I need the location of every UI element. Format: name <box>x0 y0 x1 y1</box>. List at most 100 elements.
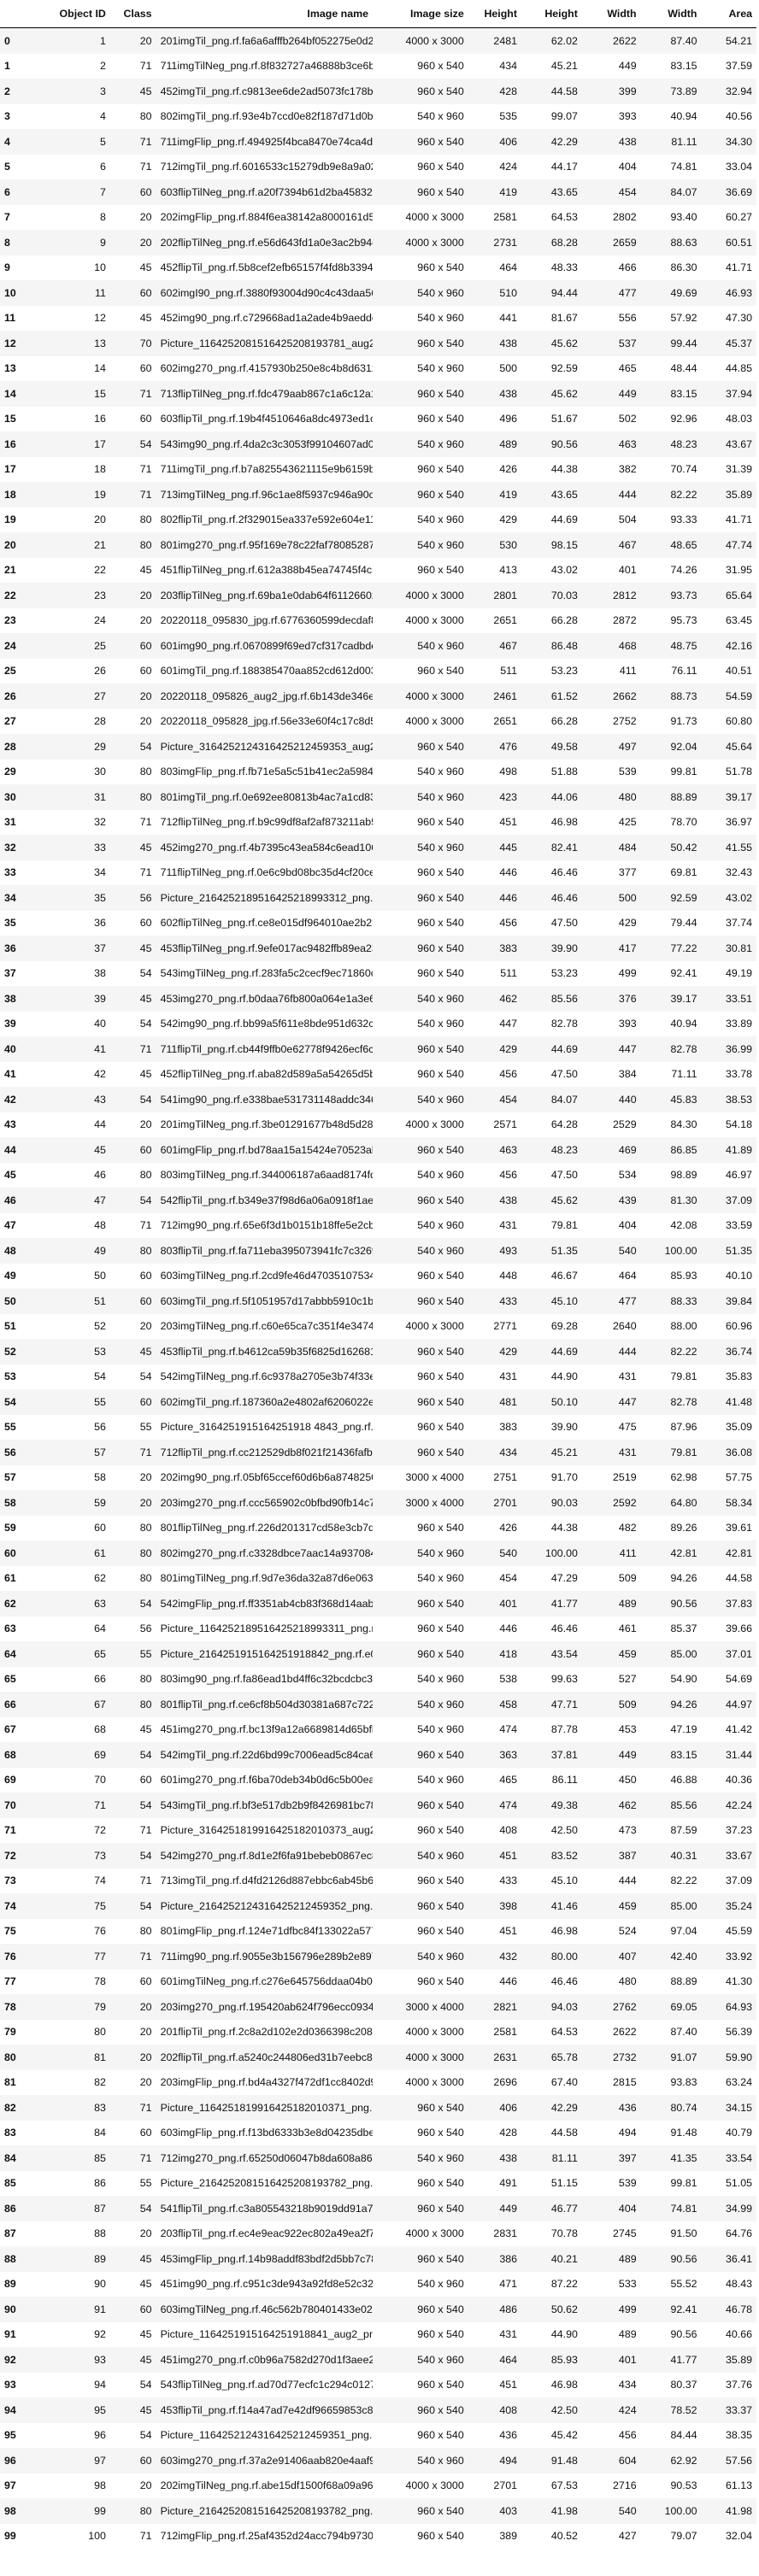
row-index: 71 <box>0 1817 44 1843</box>
image-name-cell: Picture_1164252189516425218993311_png.rf… <box>156 1616 374 1641</box>
area-cell: 48.43 <box>701 2271 756 2297</box>
image-name-cell: 711imgFlip_png.rf.494925f4bca8470e74ca4d… <box>156 129 374 155</box>
object-id-cell: 94 <box>44 2372 110 2397</box>
object-id-cell: 53 <box>44 1339 110 1364</box>
row-index: 24 <box>0 633 44 659</box>
height-cell: 408 <box>468 1817 521 1843</box>
image-size-cell: 960 x 540 <box>373 2246 468 2272</box>
image-name-cell: 452flipTil_png.rf.5b8cef2efb65157f4fd8b3… <box>156 255 374 280</box>
class-cell: 60 <box>109 1288 156 1314</box>
table-row: 11 12 45 452img90_png.rf.c729668ad1a2ade4b9… <box>0 305 756 331</box>
image-size-cell: 960 x 540 <box>373 1137 468 1163</box>
area-cell: 38.53 <box>701 1087 756 1112</box>
height-2-cell: 82.41 <box>521 835 582 860</box>
object-id-cell: 82 <box>44 2069 110 2095</box>
table-row: 2 3 45 452imgTil_png.rf.c9813ee6de2ad5073fc… <box>0 79 756 104</box>
row-index: 34 <box>0 885 44 911</box>
height-2-cell: 40.52 <box>521 2523 582 2549</box>
image-size-cell: 540 x 960 <box>373 507 468 532</box>
area-cell: 54.21 <box>701 27 756 54</box>
width-cell: 509 <box>581 1565 641 1591</box>
image-size-cell: 540 x 960 <box>373 1716 468 1742</box>
object-id-cell: 73 <box>44 1843 110 1869</box>
area-cell: 31.39 <box>701 456 756 482</box>
class-cell: 71 <box>109 1817 156 1843</box>
width-2-cell: 85.00 <box>640 1641 702 1667</box>
image-name-cell: 20220118_095826_aug2_jpg.rf.6b143de346ed… <box>156 684 374 709</box>
table-row: 67 68 45 451img270_png.rf.bc13f9a12a6689814… <box>0 1716 756 1742</box>
height-cell: 2696 <box>468 2069 521 2095</box>
row-index: 81 <box>0 2069 44 2095</box>
table-row: 0 1 20 201imgTil_png.rf.fa6a6afffb264bf0522… <box>0 27 756 54</box>
image-name-cell: 543imgTilNeg_png.rf.283fa5c2cecf9ec71860… <box>156 960 374 986</box>
class-cell: 54 <box>109 1364 156 1389</box>
class-cell: 80 <box>109 532 156 558</box>
width-2-cell: 78.52 <box>640 2397 702 2423</box>
row-index: 12 <box>0 331 44 356</box>
image-size-cell: 960 x 540 <box>373 381 468 407</box>
column-header-index <box>0 0 44 28</box>
row-index: 83 <box>0 2120 44 2145</box>
area-cell: 63.45 <box>701 607 756 633</box>
class-cell: 80 <box>109 784 156 810</box>
image-size-cell: 960 x 540 <box>373 860 468 885</box>
image-size-cell: 4000 x 3000 <box>373 684 468 709</box>
image-size-cell: 960 x 540 <box>373 2372 468 2397</box>
height-2-cell: 44.38 <box>521 456 582 482</box>
table-row: 7 8 20 202imgFlip_png.rf.884f6ea38142a80001… <box>0 204 756 230</box>
area-cell: 43.02 <box>701 885 756 911</box>
table-row: 75 76 80 801imgFlip_png.rf.124e71dfbc84f133… <box>0 1918 756 1944</box>
row-index: 28 <box>0 734 44 760</box>
column-header-height-2: Height <box>521 0 582 28</box>
class-cell: 20 <box>109 230 156 255</box>
area-cell: 37.23 <box>701 1817 756 1843</box>
object-id-cell: 28 <box>44 708 110 734</box>
width-2-cell: 55.52 <box>640 2271 702 2297</box>
row-index: 47 <box>0 1212 44 1238</box>
image-name-cell: 713flipTilNeg_png.rf.fdc479aab867c1a6c12… <box>156 381 374 407</box>
height-cell: 2571 <box>468 1112 521 1137</box>
width-2-cell: 39.17 <box>640 986 702 1012</box>
height-cell: 386 <box>468 2246 521 2272</box>
row-index: 90 <box>0 2297 44 2322</box>
row-index: 10 <box>0 280 44 306</box>
object-id-cell: 60 <box>44 1515 110 1540</box>
height-2-cell: 90.03 <box>521 1490 582 1516</box>
height-cell: 500 <box>468 355 521 381</box>
width-cell: 449 <box>581 1742 641 1768</box>
class-cell: 54 <box>109 1591 156 1617</box>
image-name-cell: 801imgTil_png.rf.0e692ee80813b4ac7a1cd83… <box>156 784 374 810</box>
row-index: 75 <box>0 1918 44 1944</box>
object-id-cell: 81 <box>44 2045 110 2070</box>
table-row: 50 51 60 603imgTil_png.rf.5f1051957d17abbb5… <box>0 1288 756 1314</box>
width-cell: 2640 <box>581 1313 641 1339</box>
table-row: 1 2 71 711imgTilNeg_png.rf.8f832727a46888b3… <box>0 53 756 79</box>
table-row: 86 87 54 541flipTil_png.rf.c3a805543218b901… <box>0 2196 756 2221</box>
object-id-cell: 30 <box>44 759 110 784</box>
width-cell: 465 <box>581 355 641 381</box>
class-cell: 60 <box>109 1389 156 1415</box>
area-cell: 45.64 <box>701 734 756 760</box>
height-2-cell: 83.52 <box>521 1843 582 1869</box>
image-name-cell: 542imgFlip_png.rf.ff3351ab4cb83f368d14aa… <box>156 1591 374 1617</box>
area-cell: 42.81 <box>701 1540 756 1566</box>
class-cell: 45 <box>109 1339 156 1364</box>
object-id-cell: 64 <box>44 1616 110 1641</box>
width-2-cell: 48.65 <box>640 532 702 558</box>
object-id-cell: 2 <box>44 53 110 79</box>
height-2-cell: 68.28 <box>521 230 582 255</box>
height-2-cell: 94.44 <box>521 280 582 306</box>
height-2-cell: 61.52 <box>521 684 582 709</box>
area-cell: 35.89 <box>701 482 756 508</box>
image-name-cell: 453img270_png.rf.b0daa76fb800a064e1a3e66… <box>156 986 374 1012</box>
class-cell: 54 <box>109 1843 156 1869</box>
area-cell: 60.51 <box>701 230 756 255</box>
height-2-cell: 40.21 <box>521 2246 582 2272</box>
object-id-cell: 49 <box>44 1238 110 1264</box>
class-cell: 54 <box>109 1742 156 1768</box>
image-name-cell: 202flipTil_png.rf.a5240c244806ed31b7eebc… <box>156 2045 374 2070</box>
image-name-cell: 203img270_png.rf.ccc565902c0bfbd90fb14c7… <box>156 1490 374 1516</box>
height-2-cell: 90.56 <box>521 431 582 457</box>
width-cell: 404 <box>581 1212 641 1238</box>
height-cell: 456 <box>468 910 521 936</box>
